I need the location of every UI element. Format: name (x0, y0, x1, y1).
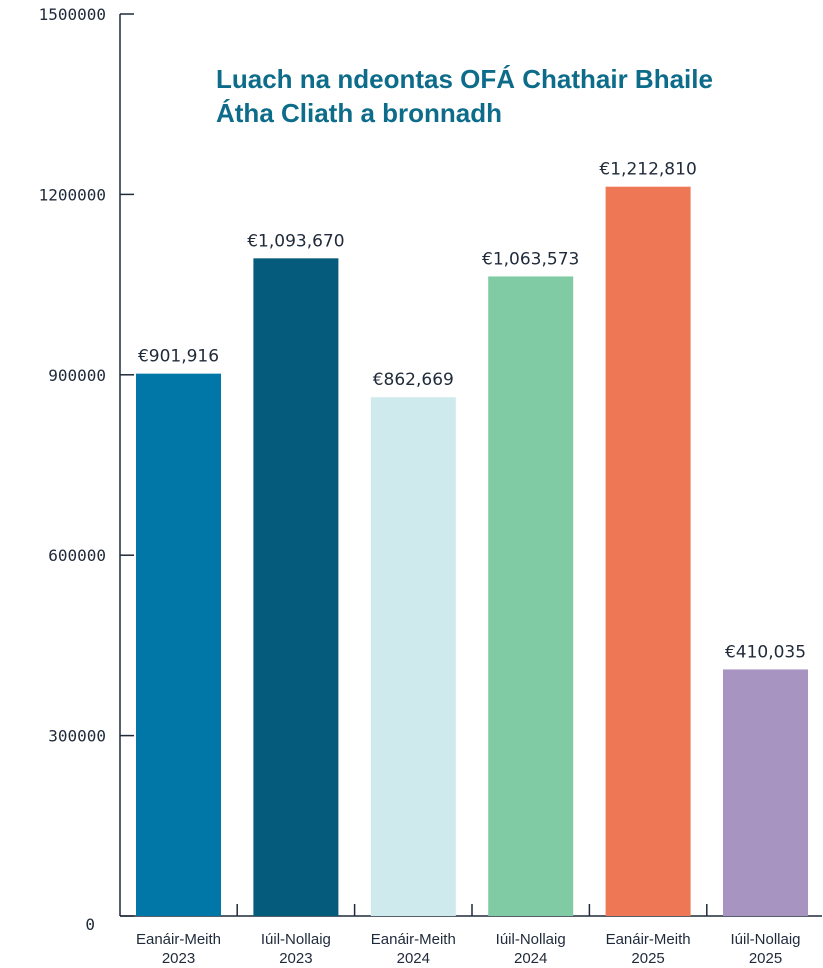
category-year-label: 2023 (162, 950, 195, 967)
bar (488, 276, 574, 916)
y-tick-label: 1200000 (39, 185, 106, 204)
y-tick-label: 1500000 (39, 5, 106, 24)
category-year-label: 2025 (631, 950, 664, 967)
bar-value-label: €862,669 (373, 370, 454, 390)
category-year-label: 2024 (397, 950, 430, 967)
bar-value-label: €1,093,670 (247, 231, 344, 251)
bars (136, 186, 808, 917)
category-label: Eanáir-Meith (136, 931, 221, 948)
category-label: Eanáir-Meith (371, 931, 456, 948)
x-axis (120, 904, 822, 917)
category-label: Iúil-Nollaig (730, 931, 800, 948)
y-tick-label: 0 (85, 915, 95, 934)
bar-value-label: €1,063,573 (482, 249, 579, 269)
y-axis: 0 300000 600000 900000 1200000 1500000 (39, 5, 134, 934)
category-year-label: 2023 (279, 950, 312, 967)
category-labels: Eanáir-Meith 2023 Iúil-Nollaig 2023 Eanáir-M… (136, 931, 801, 967)
value-labels: €901,916 €1,093,670 €862,669 €1,063,573 €1,2… (138, 160, 806, 663)
bar-value-label: €410,035 (725, 642, 806, 662)
category-year-label: 2024 (514, 950, 547, 967)
category-year-label: 2025 (749, 950, 782, 967)
bar (723, 669, 808, 916)
category-label: Iúil-Nollaig (496, 931, 566, 948)
bar-value-label: €1,212,810 (599, 160, 696, 180)
category-label: Iúil-Nollaig (261, 931, 331, 948)
bar (605, 186, 691, 917)
y-tick-label: 300000 (48, 727, 106, 746)
category-label: Eanáir-Meith (606, 931, 691, 948)
bar (370, 397, 456, 916)
bar-value-label: €901,916 (138, 347, 219, 367)
bar (136, 373, 221, 917)
bar (253, 258, 339, 916)
y-tick-label: 900000 (48, 366, 106, 385)
chart-title: Luach na ndeontas OFÁ Chathair Bhaile Át… (216, 64, 713, 128)
y-tick-label: 600000 (48, 546, 106, 565)
